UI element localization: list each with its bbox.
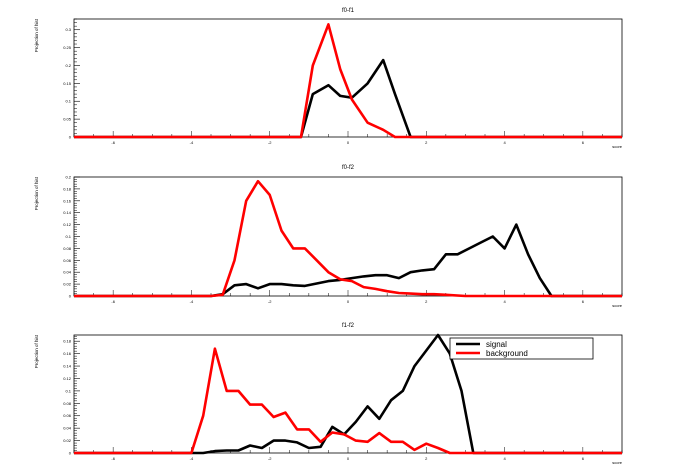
y-tick-label: 0.05 [63,117,72,122]
y-tick-label: 0.15 [63,81,72,86]
y-tick-label: 0 [69,135,72,140]
y-tick-label: 0.14 [63,210,72,215]
y-tick-label: 0.3 [65,27,71,32]
x-axis-label: score [612,303,623,308]
series-line-signal [74,333,622,455]
x-tick-label: 6 [582,140,585,145]
y-axis-label: Projection of hist [34,176,39,210]
x-tick-label: 2 [425,140,428,145]
y-axis-label: Projection of hist [34,334,39,368]
x-tick-label: 6 [582,456,585,461]
plot-frame [73,18,623,138]
x-tick-label: -2 [268,456,272,461]
chart-title: f0-f2 [342,165,355,171]
legend-box [449,337,594,360]
y-tick-label: 0 [69,294,72,299]
x-tick-label: -4 [190,299,194,304]
x-tick-label: 0 [347,140,350,145]
y-tick-label: 0.02 [63,438,72,443]
x-tick-label: -6 [111,140,115,145]
x-tick-label: 2 [425,299,428,304]
x-axis-label: score [612,144,623,149]
x-tick-label: -2 [268,299,272,304]
y-tick-label: 0.04 [63,426,72,431]
x-axis-label: score [612,460,623,465]
y-tick-label: 0.08 [63,401,72,406]
x-tick-label: 4 [503,299,506,304]
y-tick-label: 0.2 [65,175,71,180]
x-tick-label: -4 [190,456,194,461]
series-line-signal [74,223,622,298]
chart-panel-3: f1-f2 Projection of hist score 0 0.02 0.04 0.0… [34,323,623,465]
y-tick-label: 0.25 [63,45,72,50]
x-tick-label: 4 [503,140,506,145]
y-tick-label: 0.1 [65,388,71,393]
x-tick-label: -6 [111,456,115,461]
y-tick-label: 0.1 [65,99,71,104]
legend-label-signal: signal [486,340,507,349]
legend-label-background: background [486,349,528,358]
y-tick-label: 0.06 [63,413,72,418]
x-tick-label: 4 [503,456,506,461]
y-tick-label: 0.12 [63,222,72,227]
y-tick-label: 0.04 [63,270,72,275]
x-tick-label: 2 [425,456,428,461]
y-tick-label: 0.2 [65,63,71,68]
x-tick-label: -2 [268,140,272,145]
x-tick-label: 0 [347,299,350,304]
y-tick-label: 0.16 [63,351,72,356]
x-tick-label: 6 [582,299,585,304]
y-tick-label: 0.18 [63,186,72,191]
x-tick-label: -6 [111,299,115,304]
chart-panel-2: f0-f2 Projection of hist score 0 0.02 0.04 0.0… [34,165,623,308]
y-tick-label: 0 [69,451,72,456]
x-tick-label: 0 [347,456,350,461]
y-tick-label: 0.08 [63,246,72,251]
y-tick-label: 0.18 [63,339,72,344]
y-tick-label: 0.14 [63,364,72,369]
y-tick-label: 0.02 [63,282,72,287]
chart-title: f0-f1 [342,8,355,14]
series-line-background [74,179,622,298]
y-tick-label: 0.12 [63,376,72,381]
y-tick-label: 0.16 [63,198,72,203]
y-axis-label: Projection of hist [34,18,39,52]
x-tick-label: -4 [190,140,194,145]
y-tick-label: 0.06 [63,258,72,263]
y-tick-label: 0.1 [65,234,71,239]
series-line-background [74,23,622,139]
series-line-background [74,347,622,455]
chart-title: f1-f2 [342,323,355,329]
chart-panel-1: f0-f1 Projection of hist score 0 0.05 0.1 0.15… [34,8,623,149]
